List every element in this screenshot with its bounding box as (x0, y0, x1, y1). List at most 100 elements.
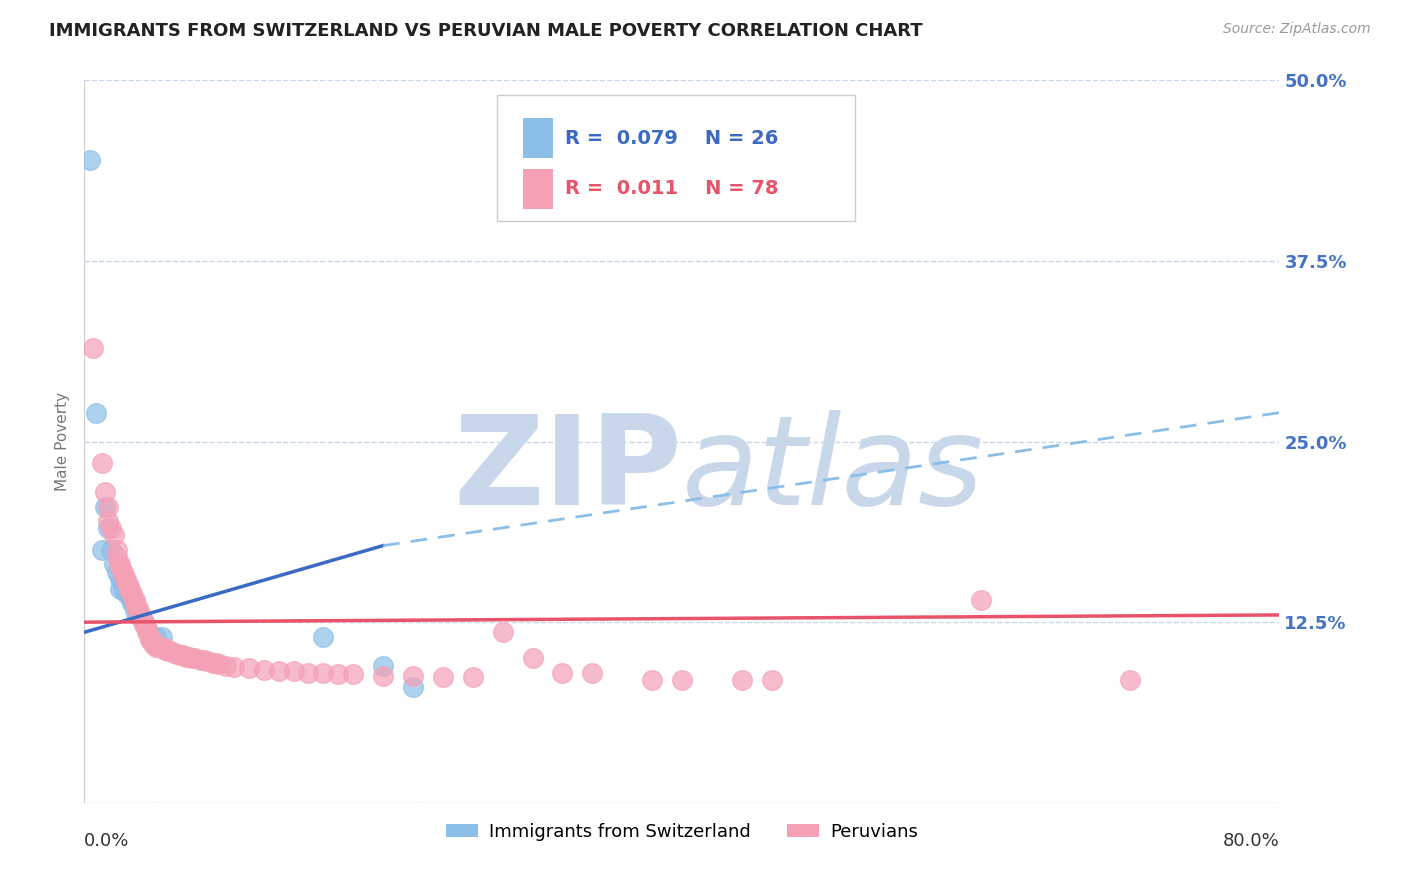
Point (253, 663, 276, 677)
Point (97, 514, 120, 528)
Point (127, 604, 149, 618)
Point (163, 646, 186, 660)
Text: Source: ZipAtlas.com: Source: ZipAtlas.com (1223, 22, 1371, 37)
Point (177, 649, 200, 664)
Point (132, 615, 156, 630)
Point (148, 640, 170, 654)
Point (142, 637, 165, 651)
Point (115, 572, 138, 586)
Legend: Immigrants from Switzerland, Peruvians: Immigrants from Switzerland, Peruvians (439, 815, 925, 848)
Point (160, 644, 183, 658)
Point (195, 654, 218, 668)
Point (373, 658, 395, 673)
Point (124, 596, 146, 610)
Point (129, 611, 152, 625)
Point (127, 607, 149, 622)
Point (342, 667, 364, 681)
Text: ZIP: ZIP (453, 410, 682, 531)
Point (157, 644, 180, 658)
Point (110, 560, 132, 574)
Point (283, 665, 305, 679)
Point (132, 615, 156, 630)
Point (112, 567, 135, 582)
Text: IMMIGRANTS FROM SWITZERLAND VS PERUVIAN MALE POVERTY CORRELATION CHART: IMMIGRANTS FROM SWITZERLAND VS PERUVIAN … (49, 22, 922, 40)
Point (103, 528, 125, 542)
Point (136, 623, 159, 637)
Point (373, 668, 395, 682)
Point (115, 586, 138, 600)
Point (641, 673, 664, 687)
Point (153, 642, 176, 657)
FancyBboxPatch shape (523, 169, 553, 209)
Point (222, 660, 245, 674)
Point (312, 630, 335, 644)
Point (402, 668, 425, 682)
FancyBboxPatch shape (496, 95, 855, 221)
Point (105, 550, 128, 565)
Point (139, 632, 162, 647)
Point (193, 653, 215, 667)
Point (551, 665, 574, 680)
Point (328, 667, 350, 681)
Y-axis label: Male Poverty: Male Poverty (55, 392, 70, 491)
Point (82, 341, 104, 355)
Point (121, 586, 143, 600)
Point (184, 651, 207, 665)
Point (118, 589, 141, 603)
Point (671, 673, 693, 687)
Point (129, 611, 152, 625)
Point (94, 485, 117, 500)
Point (139, 630, 162, 644)
Text: atlas: atlas (682, 410, 984, 531)
Point (94, 500, 117, 514)
Point (118, 579, 141, 593)
Point (166, 647, 188, 661)
Text: R =  0.079    N = 26: R = 0.079 N = 26 (565, 128, 778, 147)
Point (97, 521, 120, 535)
Point (103, 558, 125, 572)
Point (402, 680, 425, 694)
Point (100, 521, 122, 535)
Point (190, 653, 212, 667)
Point (145, 630, 167, 644)
Point (297, 665, 319, 680)
Point (215, 658, 238, 673)
Point (110, 572, 132, 586)
Point (91, 542, 114, 557)
Point (492, 625, 515, 640)
Point (100, 542, 122, 557)
Point (136, 623, 159, 637)
Point (121, 589, 143, 603)
Point (172, 648, 194, 663)
Point (132, 618, 156, 632)
Point (110, 582, 132, 596)
Point (97, 500, 120, 514)
Point (79, 153, 101, 167)
Point (267, 665, 290, 679)
Point (581, 665, 603, 680)
Point (312, 665, 335, 680)
Point (205, 656, 228, 670)
Point (181, 651, 204, 665)
Point (136, 625, 159, 640)
Point (169, 648, 191, 663)
Point (105, 565, 128, 579)
Point (970, 593, 993, 607)
Point (761, 673, 783, 687)
Point (124, 604, 146, 618)
Point (139, 630, 162, 644)
Point (91, 456, 114, 470)
Point (86, 406, 108, 420)
Point (124, 593, 146, 607)
Point (150, 641, 173, 656)
Point (432, 670, 454, 684)
Point (129, 607, 152, 622)
Point (112, 565, 135, 579)
Point (118, 582, 141, 596)
Point (115, 574, 138, 589)
Text: 0.0%: 0.0% (84, 831, 129, 850)
Point (150, 630, 173, 644)
Point (105, 542, 128, 557)
Point (201, 656, 224, 670)
Point (112, 582, 135, 596)
